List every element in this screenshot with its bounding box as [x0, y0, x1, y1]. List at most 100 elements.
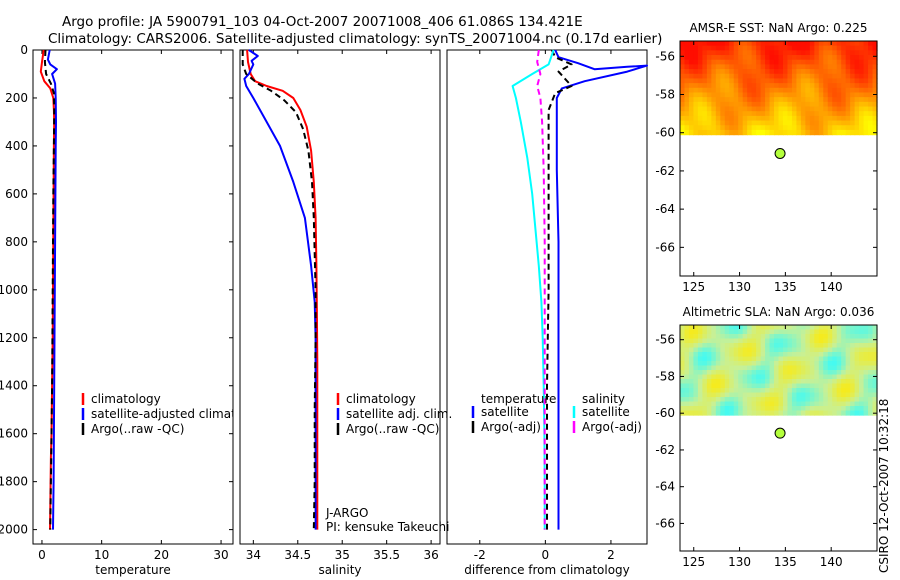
altimetric_sla-cell — [697, 338, 703, 344]
altimetric_sla-cell — [787, 397, 793, 403]
altimetric_sla-cell — [769, 347, 775, 353]
amsr_sst-cell — [796, 55, 802, 61]
amsr_sst-cell — [684, 111, 690, 117]
altimetric_sla-cell — [706, 392, 712, 398]
amsr_sst-cell — [778, 125, 784, 131]
altimetric_sla-cell — [782, 352, 789, 358]
altimetric_sla-cell — [859, 361, 865, 367]
amsr_sst-cell — [742, 45, 748, 51]
altimetric_sla-cell — [800, 383, 806, 389]
amsr_sst-cell — [850, 106, 856, 112]
amsr_sst-cell — [702, 92, 708, 98]
altimetric_sla-cell — [782, 365, 789, 371]
altimetric_sla-cell — [868, 334, 874, 340]
amsr_sst-cell — [787, 120, 793, 126]
altimetric_sla-cell — [836, 361, 842, 367]
amsr_sst-cell — [733, 92, 739, 98]
amsr_sst-cell — [702, 59, 708, 65]
altimetric_sla-cell — [742, 338, 748, 344]
altimetric_sla-cell — [724, 334, 730, 340]
amsr_sst-cell — [720, 83, 726, 89]
temperature-xtick-label: 10 — [94, 548, 109, 562]
amsr_sst-cell — [720, 115, 726, 122]
amsr_sst-cell — [814, 101, 820, 108]
altimetric_sla-cell — [729, 347, 735, 353]
altimetric_sla-cell — [742, 325, 748, 331]
altimetric_sla-cell — [742, 343, 748, 349]
amsr_sst-cell — [818, 87, 824, 94]
altimetric_sla-cell — [706, 383, 712, 389]
altimetric_sla-cell — [841, 361, 847, 367]
amsr_sst-cell — [738, 59, 744, 65]
altimetric_sla-cell — [747, 370, 753, 376]
amsr_sst-cell — [729, 125, 735, 131]
altimetric_sla-cell — [702, 343, 708, 349]
altimetric_sla-ytick-label: -64 — [655, 480, 675, 494]
amsr_sst-cell — [832, 59, 838, 65]
temperature-legend-entry: satellite-adjusted climatolog — [91, 407, 261, 421]
amsr_sst-cell — [800, 111, 806, 117]
amsr_sst-cell — [796, 101, 802, 108]
amsr_sst-cell — [854, 69, 860, 75]
altimetric_sla-cell — [832, 338, 838, 344]
amsr_sst-cell — [778, 41, 784, 47]
altimetric_sla-cell — [827, 338, 833, 344]
amsr_sst-cell — [778, 111, 784, 117]
amsr_sst-cell — [765, 87, 771, 94]
amsr_sst-cell — [715, 69, 721, 75]
amsr_sst-cell — [823, 64, 829, 70]
altimetric_sla-cell — [733, 370, 739, 376]
amsr_sst-cell — [756, 55, 762, 61]
altimetric_sla-cell — [756, 338, 762, 344]
altimetric_sla-cell — [800, 365, 806, 371]
altimetric_sla-cell — [697, 406, 703, 412]
amsr_sst-cell — [854, 115, 860, 122]
amsr_sst-cell — [702, 111, 708, 117]
altimetric_sla-cell — [872, 352, 878, 358]
amsr_sst-xtick-label: 135 — [774, 280, 797, 294]
temperature-xlabel: temperature — [95, 563, 170, 577]
amsr_sst-cell — [827, 87, 833, 94]
altimetric_sla-cell — [680, 334, 686, 340]
amsr_sst-cell — [782, 59, 789, 65]
amsr_sst-cell — [774, 87, 780, 94]
amsr_sst-cell — [791, 41, 798, 47]
amsr_sst-cell — [827, 69, 833, 75]
amsr_sst-cell — [845, 97, 851, 103]
amsr_sst-cell — [859, 106, 865, 112]
altimetric_sla-cell — [859, 383, 865, 389]
altimetric_sla-cell — [769, 379, 775, 385]
amsr_sst-cell — [845, 101, 851, 108]
amsr_sst-cell — [805, 115, 811, 122]
altimetric_sla-cell — [805, 361, 811, 367]
temperature-ytick-label: 800 — [5, 235, 28, 249]
amsr_sst-cell — [724, 125, 730, 131]
amsr_sst-cell — [680, 55, 686, 61]
altimetric_sla-cell — [733, 361, 739, 367]
amsr_sst-cell — [863, 97, 869, 103]
altimetric_sla-cell — [688, 392, 695, 398]
altimetric_sla-cell — [841, 388, 847, 394]
amsr_sst-cell — [742, 120, 748, 126]
amsr_sst-cell — [738, 83, 744, 89]
altimetric_sla-cell — [769, 356, 775, 362]
amsr_sst-cell — [684, 83, 690, 89]
amsr_sst-cell — [688, 120, 695, 126]
amsr_sst-cell — [720, 92, 726, 98]
altimetric_sla-cell — [809, 352, 815, 358]
altimetric_sla-cell — [693, 352, 699, 358]
amsr_sst-ytick-label: -62 — [655, 164, 675, 178]
altimetric_sla-cell — [836, 329, 842, 335]
amsr_sst-cell — [684, 115, 690, 122]
amsr_sst-cell — [778, 83, 784, 89]
amsr_sst-cell — [809, 97, 815, 103]
amsr_sst-cell — [738, 73, 744, 80]
amsr_sst-cell — [832, 55, 838, 61]
altimetric_sla-cell — [791, 347, 798, 353]
amsr_sst-cell — [693, 45, 699, 51]
amsr_sst-cell — [711, 87, 717, 94]
altimetric_sla-cell — [715, 410, 721, 416]
altimetric_sla-cell — [805, 383, 811, 389]
altimetric_sla-cell — [756, 410, 762, 416]
altimetric_sla-cell — [863, 392, 869, 398]
